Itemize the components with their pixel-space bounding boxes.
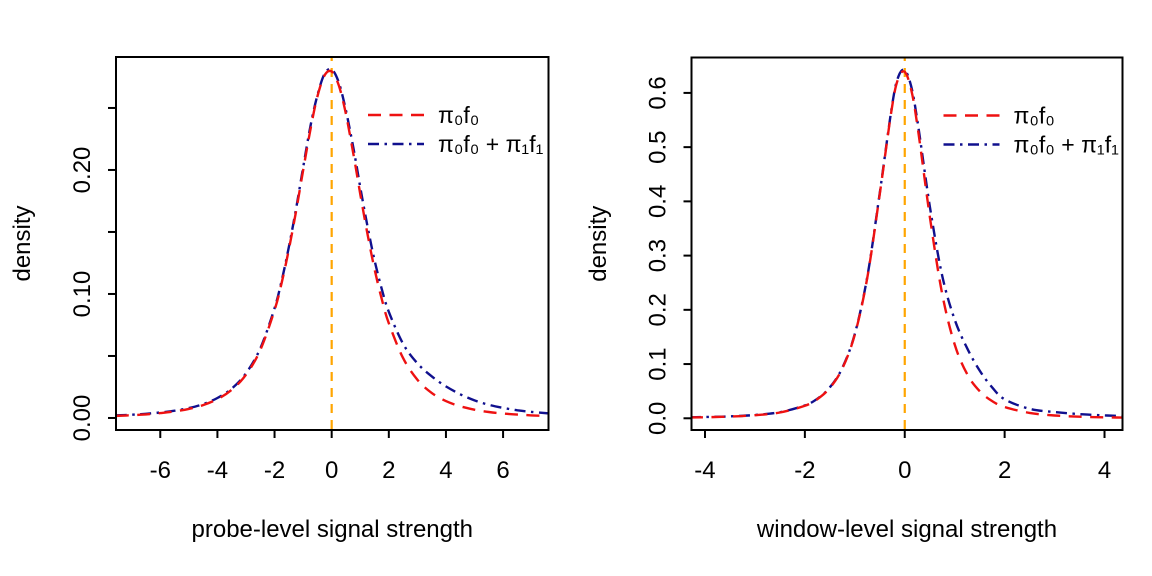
x-tick-label: -2 xyxy=(264,457,285,484)
x-tick-label: 6 xyxy=(496,457,509,484)
y-tick-label: 0.20 xyxy=(69,147,96,194)
y-tick-label: 0.5 xyxy=(645,130,672,163)
x-tick-label: -4 xyxy=(694,457,715,484)
x-tick-label: 2 xyxy=(998,457,1011,484)
legend-label-pi0f0: π₀f₀ xyxy=(1014,103,1055,129)
x-tick-label: 4 xyxy=(1098,457,1111,484)
x-tick-label: 4 xyxy=(439,457,452,484)
y-tick-label: 0.10 xyxy=(69,271,96,318)
series-pi0f0-curve xyxy=(116,69,549,418)
series-mixture-curve xyxy=(691,68,1123,419)
series-pi0f0-curve xyxy=(691,70,1123,419)
y-tick-label: 0.4 xyxy=(645,185,672,218)
x-tick-label: -2 xyxy=(794,457,815,484)
legend-label-pi0f0: π₀f₀ xyxy=(438,102,479,128)
probe-level-density-plot: -6 -4 -2 0 2 4 6 0.00 0.10 0.20 probe-level signal… xyxy=(9,56,550,543)
plot-box xyxy=(690,56,1124,431)
y-tick-label: 0.00 xyxy=(69,395,96,442)
y-tick-label: 0.0 xyxy=(645,402,672,435)
y-tick-label: 0.3 xyxy=(645,239,672,272)
x-axis-title: probe-level signal strength xyxy=(192,516,474,543)
x-tick-label: 0 xyxy=(898,457,911,484)
y-axis-title: density xyxy=(9,205,36,281)
legend-label-mixture: π₀f₀ + π₁f₁ xyxy=(438,131,544,157)
legend-label-mixture: π₀f₀ + π₁f₁ xyxy=(1014,132,1120,158)
x-tick-label: -4 xyxy=(207,457,228,484)
y-tick-label: 0.1 xyxy=(645,347,672,380)
y-axis-title: density xyxy=(585,206,612,282)
x-tick-label: 0 xyxy=(325,457,338,484)
x-tick-label: 2 xyxy=(382,457,395,484)
y-tick-label: 0.2 xyxy=(645,293,672,326)
x-axis-title: window-level signal strength xyxy=(756,516,1057,543)
y-tick-label: 0.6 xyxy=(645,76,672,109)
window-level-density-plot: -4 -2 0 2 4 0.0 0.1 0.2 0.3 0.4 0.5 0.6 window-level… xyxy=(585,56,1124,543)
x-tick-label: -6 xyxy=(150,457,171,484)
